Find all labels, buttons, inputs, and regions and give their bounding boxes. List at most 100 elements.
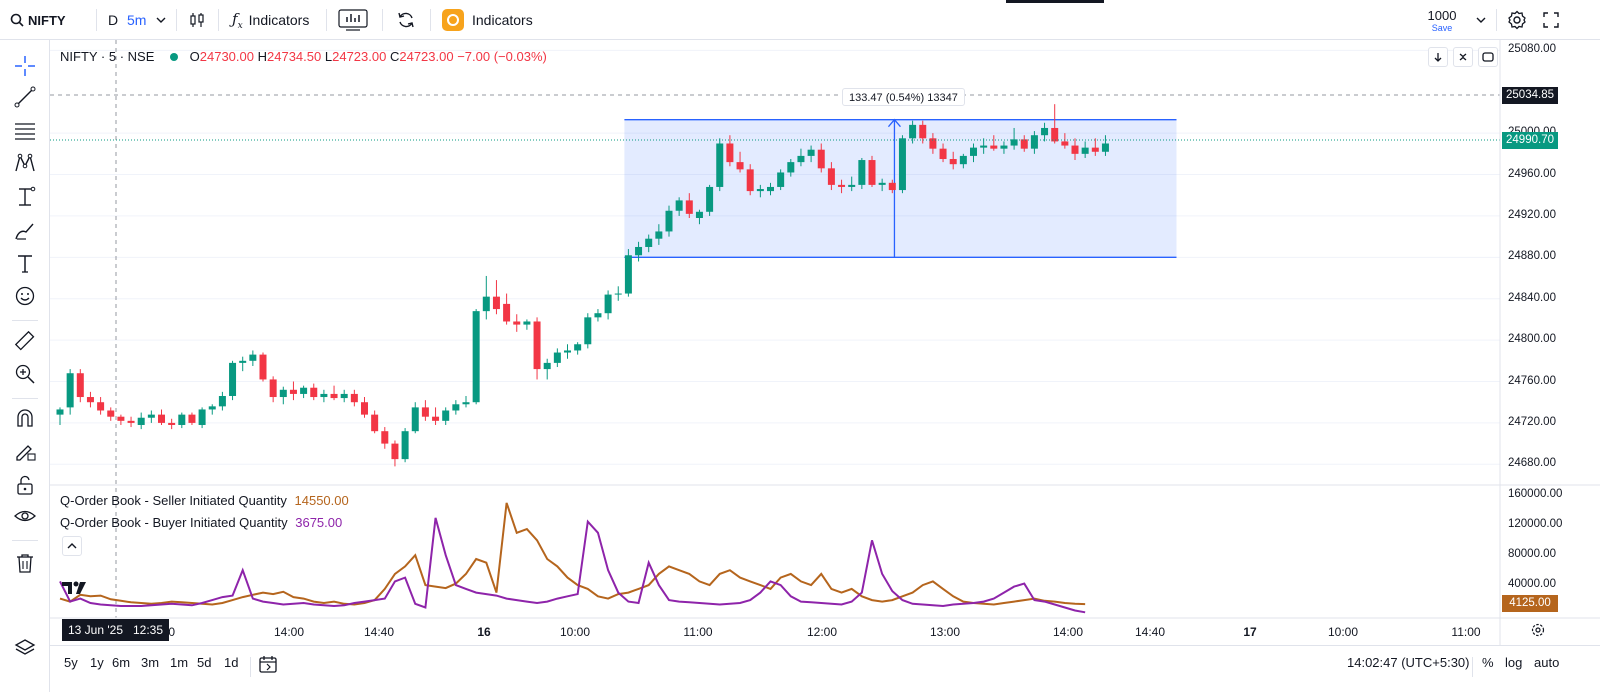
brush-tool[interactable] [12,218,38,244]
candle-body [533,321,541,370]
maximize-icon [1482,52,1494,62]
toolbar-divider [12,540,38,541]
indicator-axis-label: 40000.00 [1508,578,1556,591]
seller-indicator-legend[interactable]: Q-Order Book - Seller Initiated Quantity… [60,493,349,508]
range-button-6m[interactable]: 6m [112,655,131,670]
time-axis-label: 16 [477,625,491,639]
tradingview-logo-icon[interactable] [60,578,94,602]
trash-icon [17,554,33,573]
range-button-1m[interactable]: 1m [170,655,189,670]
q-indicators-label: Indicators [472,12,533,28]
ruler-icon [14,330,35,351]
projection-icon [19,186,36,206]
range-button-3m[interactable]: 3m [141,655,160,670]
lock-tool[interactable] [12,472,38,498]
candle-body [990,145,998,149]
scroll-down-button[interactable] [1428,47,1448,67]
crosshair-time-tag: 13 Jun '25 12:35 [62,619,170,641]
quantity-dropdown[interactable] [1476,0,1486,40]
candle-body [675,200,683,211]
chevron-down-icon [1476,17,1486,23]
auto-toggle[interactable]: auto [1534,655,1560,670]
axis-settings-button[interactable] [1531,623,1545,642]
candle-body [300,387,308,394]
toolbar-separator [430,9,431,31]
indicator-axis-label: 80000.00 [1508,548,1556,561]
period-day-button[interactable]: D [108,0,118,40]
collapse-legend-button[interactable] [62,536,82,556]
candle-body [767,186,774,192]
series-title[interactable]: NIFTY · 5 · NSE [60,49,155,64]
crosshair-price-tag: 25034.85 [1502,87,1558,104]
candle-body [756,189,764,192]
clock-timezone[interactable]: 14:02:47 (UTC+5:30) [1347,655,1470,670]
emoji-tool[interactable] [12,283,38,309]
crosshair-tool[interactable] [12,53,38,79]
goto-date-button[interactable] [258,654,278,679]
indicators-button[interactable]: ƒx Indicators [232,0,309,40]
range-button-1d[interactable]: 1d [224,655,239,670]
eye-icon [14,510,36,522]
candle-body [970,147,977,156]
buyer-indicator-legend[interactable]: Q-Order Book - Buyer Initiated Quantity … [60,515,342,530]
settings-button[interactable] [1507,0,1527,40]
candle-body [452,404,460,411]
buyer-indicator-value: 3675.00 [295,515,343,530]
chart-canvas[interactable] [50,40,1600,645]
fib-tool[interactable] [12,118,38,144]
candle-body [503,303,511,322]
log-toggle[interactable]: log [1505,655,1523,670]
arrow-down-icon [1434,53,1442,62]
candle-body [1071,145,1079,154]
q-indicators-button[interactable]: Indicators [442,0,533,40]
object-tree-button[interactable] [12,635,38,661]
candle-body [229,362,237,396]
price-axis-label: 24920.00 [1508,208,1556,221]
candle-body [868,160,876,185]
range-button-5y[interactable]: 5y [64,655,78,670]
gear-icon [1531,623,1545,637]
candle-body [980,145,988,148]
indicator-axis-label: 160000.00 [1508,488,1563,501]
quantity-save-button[interactable]: 1000 Save [1420,8,1464,33]
candle-body [188,414,196,423]
percent-toggle[interactable]: % [1482,655,1494,670]
indicators-label: Indicators [248,12,310,28]
candle-body [158,414,165,423]
candle-body [117,416,125,421]
change-value: −7.00 (−0.03%) [457,49,547,64]
visibility-tool[interactable] [12,503,38,529]
candle-body [807,149,815,156]
measure-tool[interactable] [12,184,38,210]
text-icon [18,255,32,273]
candle-body [919,124,927,139]
symbol-search[interactable]: NIFTY [10,0,66,40]
delete-tool[interactable] [12,550,38,576]
range-button-1y[interactable]: 1y [90,655,104,670]
pattern-tool[interactable] [12,150,38,176]
interval-dropdown[interactable] [156,0,166,40]
trend-line-tool[interactable] [12,84,38,110]
chevron-down-icon [156,17,166,23]
candle-body [645,238,653,247]
lock-drawing-tool[interactable] [12,438,38,464]
replay-button[interactable] [396,0,416,40]
zoom-tool[interactable] [12,361,38,387]
fullscreen-button[interactable] [1543,0,1559,40]
range-button-5d[interactable]: 5d [197,655,212,670]
candle-body [442,410,450,421]
chart-type-button[interactable] [188,0,206,40]
candle-body [513,321,521,325]
candle-body [1020,139,1028,149]
candle-body [1091,147,1099,152]
price-axis-label: 24880.00 [1508,250,1556,263]
interval-button[interactable]: 5m [127,0,146,40]
magnet-tool[interactable] [12,405,38,431]
zoom-in-icon [15,364,35,384]
time-axis-label: 11:00 [1451,625,1481,639]
ruler-tool[interactable] [12,328,38,354]
text-tool[interactable] [12,251,38,277]
layout-button[interactable] [338,0,368,40]
collapse-pane-button[interactable] [1453,47,1473,67]
maximize-pane-button[interactable] [1478,47,1498,67]
